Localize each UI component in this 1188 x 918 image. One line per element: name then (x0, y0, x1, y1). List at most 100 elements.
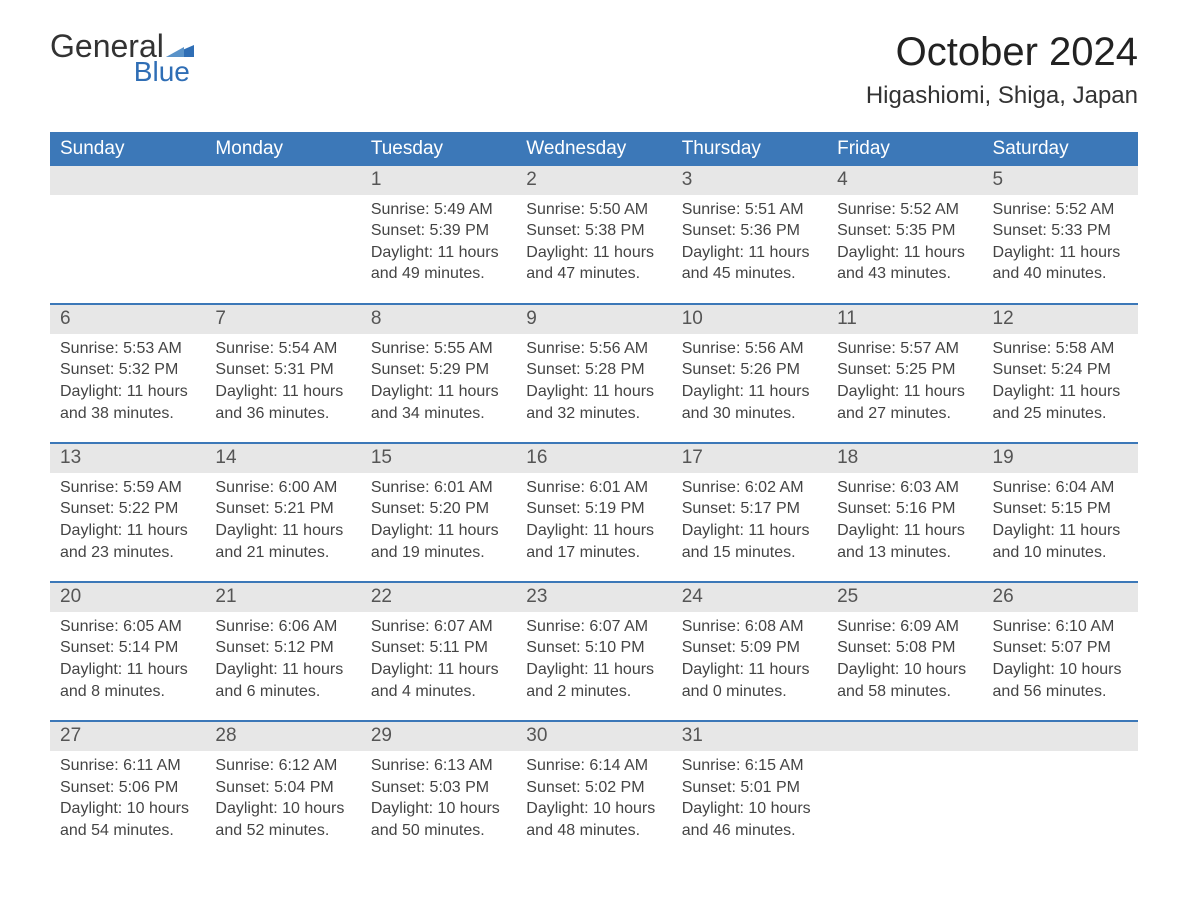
calendar-cell: 4Sunrise: 5:52 AMSunset: 5:35 PMDaylight… (827, 166, 982, 304)
daylight-line: Daylight: 10 hours and 50 minutes. (371, 798, 506, 841)
calendar-cell: 3Sunrise: 5:51 AMSunset: 5:36 PMDaylight… (672, 166, 827, 304)
daylight-line: Daylight: 11 hours and 32 minutes. (526, 381, 661, 424)
calendar-cell: 21Sunrise: 6:06 AMSunset: 5:12 PMDayligh… (205, 582, 360, 721)
calendar-cell: 31Sunrise: 6:15 AMSunset: 5:01 PMDayligh… (672, 721, 827, 859)
day-number: 1 (361, 166, 516, 195)
day-details: Sunrise: 5:53 AMSunset: 5:32 PMDaylight:… (50, 334, 205, 424)
day-number: 15 (361, 444, 516, 473)
sunset-line: Sunset: 5:07 PM (993, 637, 1128, 659)
day-number (827, 722, 982, 751)
sunset-line: Sunset: 5:06 PM (60, 777, 195, 799)
day-details: Sunrise: 6:10 AMSunset: 5:07 PMDaylight:… (983, 612, 1138, 702)
sunrise-line: Sunrise: 5:55 AM (371, 338, 506, 360)
calendar-cell: 13Sunrise: 5:59 AMSunset: 5:22 PMDayligh… (50, 443, 205, 582)
calendar-cell: 18Sunrise: 6:03 AMSunset: 5:16 PMDayligh… (827, 443, 982, 582)
sunrise-line: Sunrise: 5:53 AM (60, 338, 195, 360)
calendar-cell: 12Sunrise: 5:58 AMSunset: 5:24 PMDayligh… (983, 304, 1138, 443)
sunset-line: Sunset: 5:20 PM (371, 498, 506, 520)
calendar-cell (205, 166, 360, 304)
day-details: Sunrise: 6:07 AMSunset: 5:11 PMDaylight:… (361, 612, 516, 702)
sunrise-line: Sunrise: 6:11 AM (60, 755, 195, 777)
day-details: Sunrise: 5:51 AMSunset: 5:36 PMDaylight:… (672, 195, 827, 285)
sunrise-line: Sunrise: 5:52 AM (993, 199, 1128, 221)
sunset-line: Sunset: 5:28 PM (526, 359, 661, 381)
daylight-line: Daylight: 11 hours and 15 minutes. (682, 520, 817, 563)
sunrise-line: Sunrise: 6:05 AM (60, 616, 195, 638)
calendar-cell: 23Sunrise: 6:07 AMSunset: 5:10 PMDayligh… (516, 582, 671, 721)
day-number: 8 (361, 305, 516, 334)
day-details: Sunrise: 6:12 AMSunset: 5:04 PMDaylight:… (205, 751, 360, 841)
day-details: Sunrise: 6:11 AMSunset: 5:06 PMDaylight:… (50, 751, 205, 841)
calendar-table: SundayMondayTuesdayWednesdayThursdayFrid… (50, 132, 1138, 859)
day-number: 13 (50, 444, 205, 473)
day-number (983, 722, 1138, 751)
sunset-line: Sunset: 5:31 PM (215, 359, 350, 381)
day-details: Sunrise: 5:52 AMSunset: 5:35 PMDaylight:… (827, 195, 982, 285)
daylight-line: Daylight: 10 hours and 46 minutes. (682, 798, 817, 841)
daylight-line: Daylight: 11 hours and 2 minutes. (526, 659, 661, 702)
daylight-line: Daylight: 11 hours and 6 minutes. (215, 659, 350, 702)
calendar-cell: 1Sunrise: 5:49 AMSunset: 5:39 PMDaylight… (361, 166, 516, 304)
sunset-line: Sunset: 5:22 PM (60, 498, 195, 520)
sunset-line: Sunset: 5:17 PM (682, 498, 817, 520)
daylight-line: Daylight: 11 hours and 10 minutes. (993, 520, 1128, 563)
month-title: October 2024 (866, 30, 1138, 74)
day-number: 23 (516, 583, 671, 612)
day-number: 22 (361, 583, 516, 612)
calendar-cell: 14Sunrise: 6:00 AMSunset: 5:21 PMDayligh… (205, 443, 360, 582)
day-number: 18 (827, 444, 982, 473)
day-number: 16 (516, 444, 671, 473)
calendar-cell: 24Sunrise: 6:08 AMSunset: 5:09 PMDayligh… (672, 582, 827, 721)
logo-flag-icon (166, 30, 194, 48)
day-number: 28 (205, 722, 360, 751)
day-number: 3 (672, 166, 827, 195)
daylight-line: Daylight: 10 hours and 56 minutes. (993, 659, 1128, 702)
day-details: Sunrise: 5:59 AMSunset: 5:22 PMDaylight:… (50, 473, 205, 563)
calendar-cell: 25Sunrise: 6:09 AMSunset: 5:08 PMDayligh… (827, 582, 982, 721)
calendar-row: 1Sunrise: 5:49 AMSunset: 5:39 PMDaylight… (50, 166, 1138, 304)
daylight-line: Daylight: 11 hours and 30 minutes. (682, 381, 817, 424)
calendar-body: 1Sunrise: 5:49 AMSunset: 5:39 PMDaylight… (50, 166, 1138, 859)
day-details: Sunrise: 5:50 AMSunset: 5:38 PMDaylight:… (516, 195, 671, 285)
sunset-line: Sunset: 5:14 PM (60, 637, 195, 659)
day-number: 27 (50, 722, 205, 751)
sunrise-line: Sunrise: 6:13 AM (371, 755, 506, 777)
sunset-line: Sunset: 5:24 PM (993, 359, 1128, 381)
sunrise-line: Sunrise: 5:52 AM (837, 199, 972, 221)
weekday-header: Tuesday (361, 132, 516, 166)
sunrise-line: Sunrise: 6:03 AM (837, 477, 972, 499)
sunset-line: Sunset: 5:16 PM (837, 498, 972, 520)
daylight-line: Daylight: 11 hours and 40 minutes. (993, 242, 1128, 285)
day-number: 4 (827, 166, 982, 195)
day-details: Sunrise: 6:02 AMSunset: 5:17 PMDaylight:… (672, 473, 827, 563)
sunrise-line: Sunrise: 6:04 AM (993, 477, 1128, 499)
sunset-line: Sunset: 5:08 PM (837, 637, 972, 659)
weekday-header-row: SundayMondayTuesdayWednesdayThursdayFrid… (50, 132, 1138, 166)
sunrise-line: Sunrise: 5:56 AM (682, 338, 817, 360)
day-details: Sunrise: 6:04 AMSunset: 5:15 PMDaylight:… (983, 473, 1138, 563)
day-number: 2 (516, 166, 671, 195)
sunrise-line: Sunrise: 6:14 AM (526, 755, 661, 777)
weekday-header: Monday (205, 132, 360, 166)
daylight-line: Daylight: 11 hours and 49 minutes. (371, 242, 506, 285)
calendar-cell: 7Sunrise: 5:54 AMSunset: 5:31 PMDaylight… (205, 304, 360, 443)
sunset-line: Sunset: 5:09 PM (682, 637, 817, 659)
sunset-line: Sunset: 5:39 PM (371, 220, 506, 242)
calendar-cell: 5Sunrise: 5:52 AMSunset: 5:33 PMDaylight… (983, 166, 1138, 304)
day-number: 30 (516, 722, 671, 751)
sunrise-line: Sunrise: 5:59 AM (60, 477, 195, 499)
location-title: Higashiomi, Shiga, Japan (866, 82, 1138, 110)
sunrise-line: Sunrise: 6:01 AM (526, 477, 661, 499)
day-details: Sunrise: 5:58 AMSunset: 5:24 PMDaylight:… (983, 334, 1138, 424)
sunrise-line: Sunrise: 6:01 AM (371, 477, 506, 499)
sunset-line: Sunset: 5:10 PM (526, 637, 661, 659)
day-number (205, 166, 360, 195)
sunset-line: Sunset: 5:19 PM (526, 498, 661, 520)
sunrise-line: Sunrise: 5:56 AM (526, 338, 661, 360)
calendar-cell: 15Sunrise: 6:01 AMSunset: 5:20 PMDayligh… (361, 443, 516, 582)
daylight-line: Daylight: 11 hours and 38 minutes. (60, 381, 195, 424)
sunrise-line: Sunrise: 6:15 AM (682, 755, 817, 777)
day-number: 17 (672, 444, 827, 473)
daylight-line: Daylight: 10 hours and 52 minutes. (215, 798, 350, 841)
daylight-line: Daylight: 11 hours and 0 minutes. (682, 659, 817, 702)
